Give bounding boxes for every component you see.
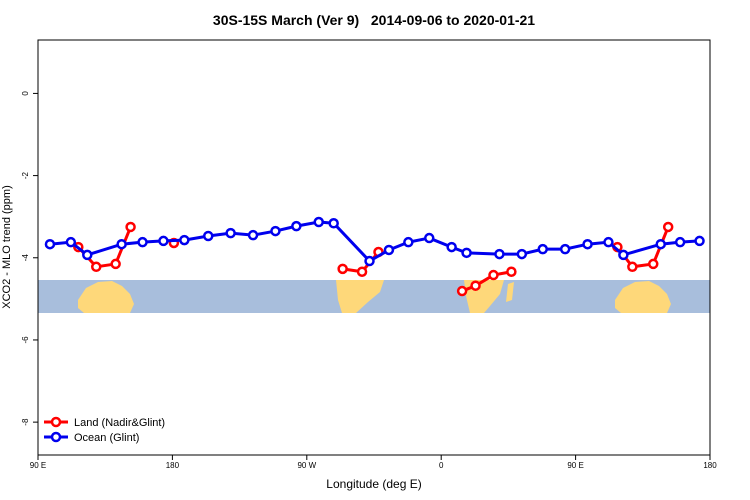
data-point xyxy=(383,244,395,256)
data-point xyxy=(655,238,666,250)
data-point xyxy=(694,235,705,247)
data-point xyxy=(225,227,236,239)
data-point xyxy=(364,255,375,267)
data-point xyxy=(270,225,281,237)
data-point xyxy=(618,249,629,261)
data-point xyxy=(470,280,481,291)
data-point xyxy=(247,229,259,241)
data-point xyxy=(44,238,56,250)
legend-label: Ocean (Glint) xyxy=(74,432,139,444)
x-tick-label: 0 xyxy=(439,461,444,470)
y-tick-label: -4 xyxy=(21,254,30,262)
data-point xyxy=(674,236,686,248)
data-point xyxy=(65,236,77,248)
data-point xyxy=(456,285,468,297)
x-tick-label: 90 E xyxy=(567,461,583,470)
data-point xyxy=(648,258,659,270)
x-tick-label: 180 xyxy=(166,461,180,470)
data-point xyxy=(158,235,169,247)
data-point xyxy=(582,238,593,250)
data-point xyxy=(90,261,102,273)
data-point xyxy=(627,261,638,273)
y-tick-label: -2 xyxy=(21,171,30,179)
data-point xyxy=(424,232,435,244)
data-point xyxy=(337,263,348,275)
data-point xyxy=(559,243,571,255)
data-point xyxy=(125,221,136,233)
data-point xyxy=(291,220,302,232)
data-point xyxy=(82,249,93,261)
data-point xyxy=(662,221,674,233)
data-point xyxy=(537,243,548,255)
chart-title: 30S-15S March (Ver 9) 2014-09-06 to 2020… xyxy=(213,12,535,28)
data-point xyxy=(328,218,339,229)
data-point xyxy=(506,266,517,277)
data-point xyxy=(313,216,324,228)
data-point xyxy=(356,266,368,277)
x-axis-label: Longitude (deg E) xyxy=(326,477,421,491)
data-point xyxy=(116,238,127,250)
data-point xyxy=(403,236,414,248)
x-tick-label: 90 E xyxy=(30,461,46,470)
data-point xyxy=(137,236,148,248)
data-point xyxy=(202,230,214,242)
data-point xyxy=(461,247,472,259)
legend-label: Land (Nadir&Glint) xyxy=(74,417,165,429)
y-axis-label: XCO2 - MLO trend (ppm) xyxy=(1,185,13,308)
data-point xyxy=(446,241,457,253)
legend-marker xyxy=(50,431,62,443)
data-point xyxy=(179,234,190,246)
x-tick-label: 90 W xyxy=(297,461,316,470)
data-point xyxy=(488,269,499,281)
data-point xyxy=(516,248,528,260)
y-tick-label: -6 xyxy=(21,336,30,344)
data-point xyxy=(110,258,121,270)
plot-frame xyxy=(37,39,711,456)
y-tick-label: 0 xyxy=(21,91,30,96)
data-point xyxy=(494,248,505,260)
data-point xyxy=(603,236,614,248)
legend-marker xyxy=(50,416,62,428)
map-band xyxy=(38,280,710,313)
x-tick-label: 180 xyxy=(703,461,717,470)
y-tick-label: -8 xyxy=(21,418,30,426)
